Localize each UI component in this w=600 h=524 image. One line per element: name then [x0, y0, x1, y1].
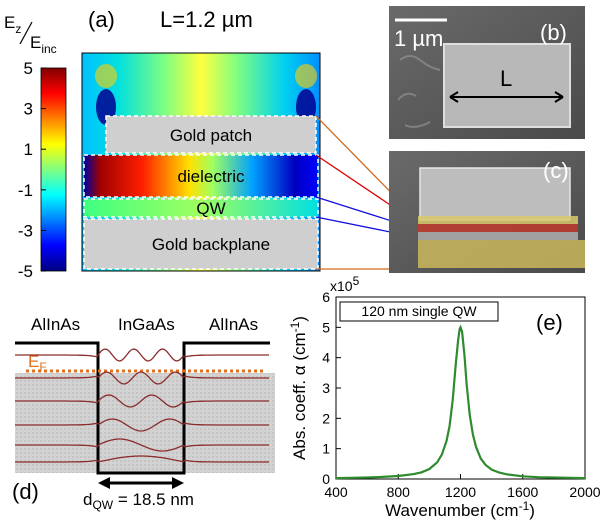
gold-patch-label: Gold patch [170, 126, 252, 145]
y-multiplier: x105 [330, 274, 360, 294]
sem-dielectric-top [418, 216, 578, 224]
colorbar-label: Ez Einc [4, 13, 57, 56]
x-tick-label: 1200 [445, 484, 476, 500]
subband-wavefunction [15, 394, 269, 408]
well-width-label: dQW = 18.5 nm [83, 490, 194, 512]
subband-wavefunction [15, 455, 269, 463]
well-potential [15, 341, 270, 475]
panel-b: 1 µm (b) L [389, 6, 585, 139]
y-tick-label: 2 [322, 410, 330, 426]
svg-text:Ez: Ez [4, 13, 21, 36]
panel-d: AlInAs InGaAs AlInAs EF (d) dQW = 18.5 n… [12, 315, 275, 512]
sem-qw [418, 232, 578, 240]
sem-patch-b [443, 43, 571, 128]
subband-wavefunction [15, 418, 269, 432]
subband-wavefunction [15, 438, 269, 452]
sem-backplane [418, 240, 585, 268]
y-tick-label: 5 [322, 319, 330, 335]
panel-d-tag: (d) [12, 479, 39, 504]
legend-box [339, 301, 499, 322]
colorbar [40, 67, 67, 272]
y-tick-label: 1 [322, 441, 330, 457]
x-axis-label: Wavenumber (cm-1) [385, 499, 535, 520]
y-tick-label: 6 [322, 289, 330, 305]
y-tick-label: 4 [322, 350, 330, 366]
colorbar-ticks: 5 3 1 -1 -3 -5 [18, 59, 46, 281]
sem-dielectric [418, 224, 578, 232]
legend-text: 120 nm single QW [361, 303, 477, 319]
colorbar-tick-label: -1 [18, 181, 33, 200]
x-tick-label: 400 [324, 484, 348, 500]
length-label: L=1.2 µm [160, 7, 253, 32]
gold-backplane-label: Gold backplane [152, 235, 270, 254]
x-tick-label: 1600 [507, 484, 538, 500]
dielectric-label: dielectric [177, 167, 245, 186]
wavefunctions [15, 348, 269, 463]
panel-c: (c) [389, 151, 585, 273]
absorption-curve [335, 324, 586, 480]
dielectric-layer [83, 154, 319, 198]
colorbar-tick-label: -3 [18, 221, 33, 240]
fermi-label: EF [28, 352, 47, 374]
axis-ticks: 400 800 1200 1600 2000 0 1 2 3 4 5 6 [322, 289, 600, 500]
scale-bar-label: 1 µm [394, 26, 443, 51]
qw-label: QW [196, 199, 225, 218]
qw-layer [83, 198, 319, 218]
colorbar-tick-label: 1 [24, 140, 33, 159]
field-map: Gold patch dielectric QW Gold backplane [81, 52, 321, 272]
svg-text:Einc: Einc [30, 33, 57, 56]
panel-b-tag: (b) [540, 20, 567, 45]
y-tick-label: 3 [322, 380, 330, 396]
y-axis-label: Abs. coeff. α (cm-1) [288, 316, 309, 460]
right-material-label: AlInAs [209, 315, 258, 334]
panel-a-tag: (a) [88, 7, 115, 32]
y-tick-label: 0 [322, 471, 330, 487]
gold-backplane [83, 218, 319, 270]
panel-a: (a) L=1.2 µm Ez Einc 5 3 1 -1 -3 -5 Gold patc… [4, 7, 321, 281]
colorbar-tick-label: -5 [18, 262, 33, 281]
filled-states [15, 373, 275, 473]
left-material-label: AlInAs [31, 315, 80, 334]
panel-c-tag: (c) [543, 158, 569, 183]
x-tick-label: 800 [387, 484, 411, 500]
sem-patch-c [419, 167, 571, 221]
colorbar-tick-label: 3 [24, 100, 33, 119]
gold-patch [105, 115, 317, 154]
x-tick-label: 2000 [569, 484, 600, 500]
panel-e-tag: (e) [536, 310, 563, 335]
dimension-label: L [500, 66, 512, 91]
subband-wavefunction [15, 348, 269, 362]
center-material-label: InGaAs [118, 315, 175, 334]
panel-e: x105 120 nm single QW (e) 400 800 1200 1600… [288, 274, 600, 520]
subband-wavefunction [15, 371, 269, 385]
colorbar-tick-label: 5 [24, 59, 33, 78]
